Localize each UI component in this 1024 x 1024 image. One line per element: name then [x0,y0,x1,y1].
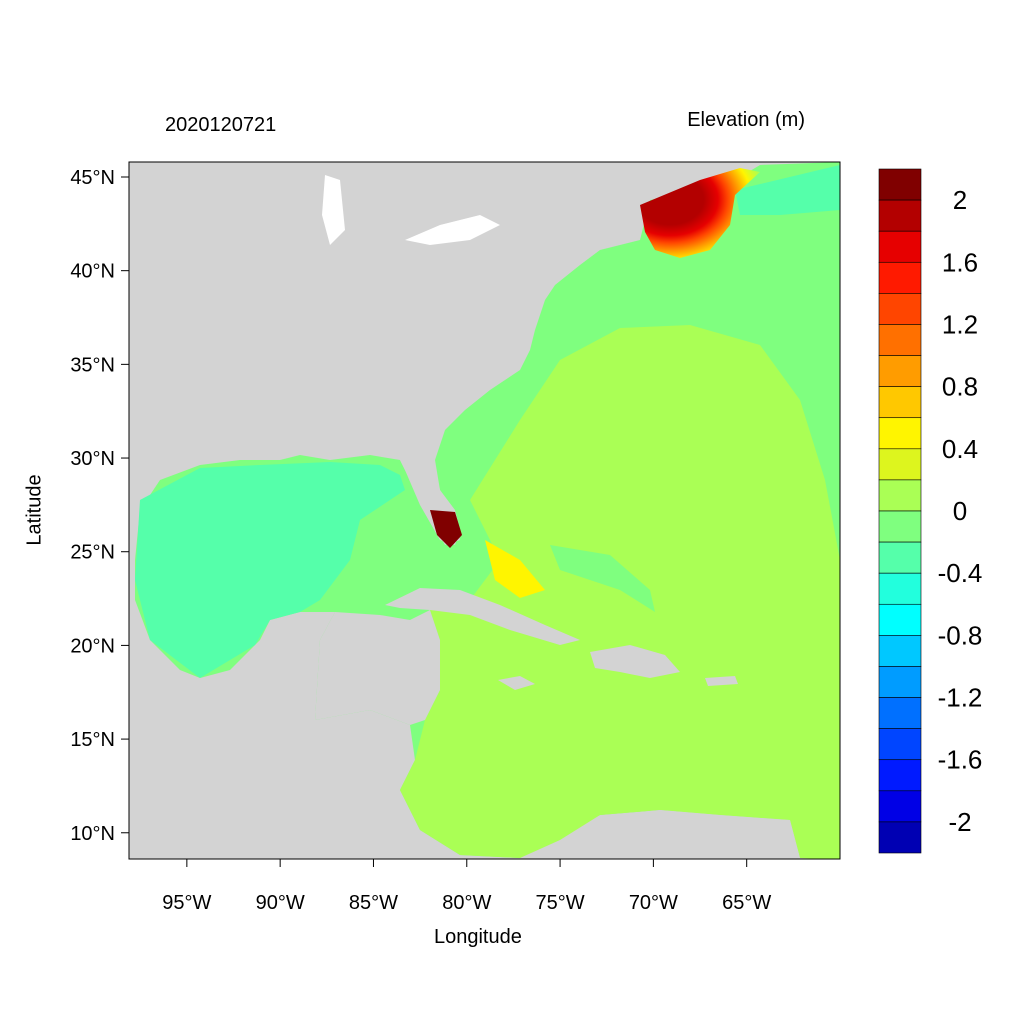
colorbar-box [878,572,922,605]
gulf-of-mexico [135,462,405,678]
lat-tick-label: 15°N [70,729,115,751]
puerto-rico [705,676,738,686]
lon-tick-label: 85°W [349,892,398,914]
colorbar-label: -1.6 [938,745,983,775]
colorbar-box [878,448,922,481]
bahamas-shoal [485,540,545,598]
colorbar-box [878,199,922,232]
lon-tick-label: 70°W [629,892,678,914]
hispaniola [590,645,680,678]
colorbar-box [878,168,922,201]
lat-tick-label: 35°N [70,354,115,376]
jamaica [498,676,535,690]
lat-tick-label: 20°N [70,635,115,657]
lake-michigan [322,175,345,245]
colorbar-box [878,510,922,543]
ne-shelf [735,165,840,215]
colorbar-label: -1.2 [938,683,983,713]
map-frame [128,161,841,860]
colorbar-label: -0.4 [938,558,983,588]
colorbar-label: 0 [953,496,967,526]
lon-tick-label: 95°W [162,892,211,914]
lon-tick-label: 75°W [536,892,585,914]
central-atlantic [400,325,840,859]
colorbar-box [878,261,922,294]
colorbar-box [878,697,922,729]
surge-gulf-of-maine [640,168,760,258]
yucatan [315,610,440,725]
colorbar-box [878,355,922,387]
colorbar-box [878,541,922,574]
colorbar-box [878,666,922,698]
colorbar-box [878,759,922,792]
lon-ticks: 95°W 90°W 85°W 80°W 75°W 70°W 65°W [162,859,771,914]
cuba [385,588,580,645]
lat-tick-label: 25°N [70,542,115,564]
colorbar-box [878,324,922,356]
colorbar-label: 0.8 [942,372,978,402]
colorbar-box [878,728,922,761]
colorbar-box [878,635,922,667]
colorbar-box [878,386,922,419]
colorbar-label: 1.6 [942,247,978,277]
colorbar-box [878,479,922,512]
colorbar-label: 2 [953,185,967,215]
colorbar: 2 1.6 1.2 0.8 0.4 0 -0.4 -0.8 -1.2 -1.6 -2 [878,168,983,854]
lat-tick-label: 45°N [70,167,115,189]
caribbean-east-patch [550,545,655,612]
lat-tick-label: 10°N [70,823,115,845]
colorbar-box [878,821,922,854]
variable-title: Elevation (m) [687,109,805,131]
colorbar-box [878,293,922,325]
colorbar-box [878,603,922,636]
colorbar-label: 1.2 [942,309,978,339]
lat-ticks: 45°N 40°N 35°N 30°N 25°N 20°N 15°N 10°N [70,167,129,845]
lat-tick-label: 40°N [70,261,115,283]
lon-tick-label: 65°W [722,892,771,914]
south-america [560,810,800,858]
x-axis-label: Longitude [434,926,522,948]
colorbar-box [878,790,922,823]
great-lakes [405,215,500,245]
colorbar-label: -2 [948,807,971,837]
lon-tick-label: 90°W [256,892,305,914]
date-title: 2020120721 [165,114,277,136]
colorbar-label: -0.8 [938,620,983,650]
lat-tick-label: 30°N [70,448,115,470]
colorbar-box [878,230,922,263]
colorbar-label: 0.4 [942,434,978,464]
florida-surge [430,510,462,548]
lon-tick-label: 80°W [442,892,491,914]
colorbar-box [878,417,922,450]
